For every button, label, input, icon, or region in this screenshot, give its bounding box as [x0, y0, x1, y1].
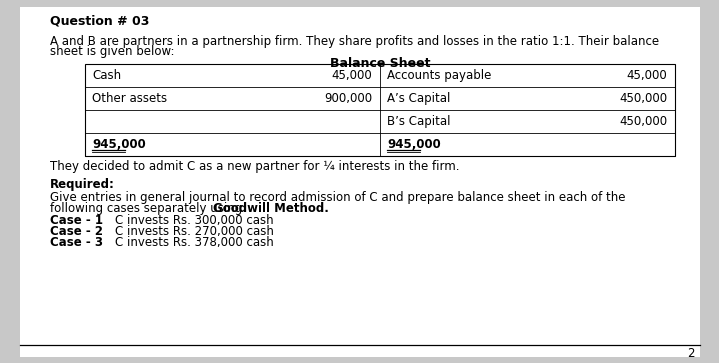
Text: Accounts payable: Accounts payable [387, 69, 491, 82]
Text: Balance Sheet: Balance Sheet [330, 57, 430, 70]
Text: Case - 2: Case - 2 [50, 225, 103, 238]
Bar [85, 64, 675, 156]
Text: 900,000: 900,000 [324, 92, 372, 105]
Text: 45,000: 45,000 [331, 69, 372, 82]
Text: A and B are partners in a partnership firm. They share profits and losses in the: A and B are partners in a partnership fi… [50, 35, 659, 48]
Text: 45,000: 45,000 [626, 69, 667, 82]
Text: 2: 2 [687, 347, 695, 360]
Text: A’s Capital: A’s Capital [387, 92, 450, 105]
Text: 450,000: 450,000 [619, 92, 667, 105]
Text: following cases separately using: following cases separately using [50, 202, 246, 215]
Text: Case - 3: Case - 3 [50, 236, 103, 249]
Text: C invests Rs. 378,000 cash: C invests Rs. 378,000 cash [115, 236, 274, 249]
Text: 945,000: 945,000 [92, 138, 146, 151]
Text: Case - 1: Case - 1 [50, 214, 103, 227]
Text: Question # 03: Question # 03 [50, 14, 150, 27]
Text: Goodwill Method.: Goodwill Method. [214, 202, 329, 215]
Text: They decided to admit C as a new partner for ¼ interests in the firm.: They decided to admit C as a new partner… [50, 160, 459, 173]
Text: 450,000: 450,000 [619, 115, 667, 128]
Text: Cash: Cash [92, 69, 121, 82]
Text: B’s Capital: B’s Capital [387, 115, 451, 128]
Text: Required:: Required: [50, 178, 115, 191]
Text: 945,000: 945,000 [387, 138, 441, 151]
Text: Give entries in general journal to record admission of C and prepare balance she: Give entries in general journal to recor… [50, 191, 626, 204]
Text: C invests Rs. 270,000 cash: C invests Rs. 270,000 cash [115, 225, 274, 238]
Text: C invests Rs. 300,000 cash: C invests Rs. 300,000 cash [115, 214, 274, 227]
Text: Other assets: Other assets [92, 92, 167, 105]
Text: sheet is given below:: sheet is given below: [50, 45, 175, 58]
